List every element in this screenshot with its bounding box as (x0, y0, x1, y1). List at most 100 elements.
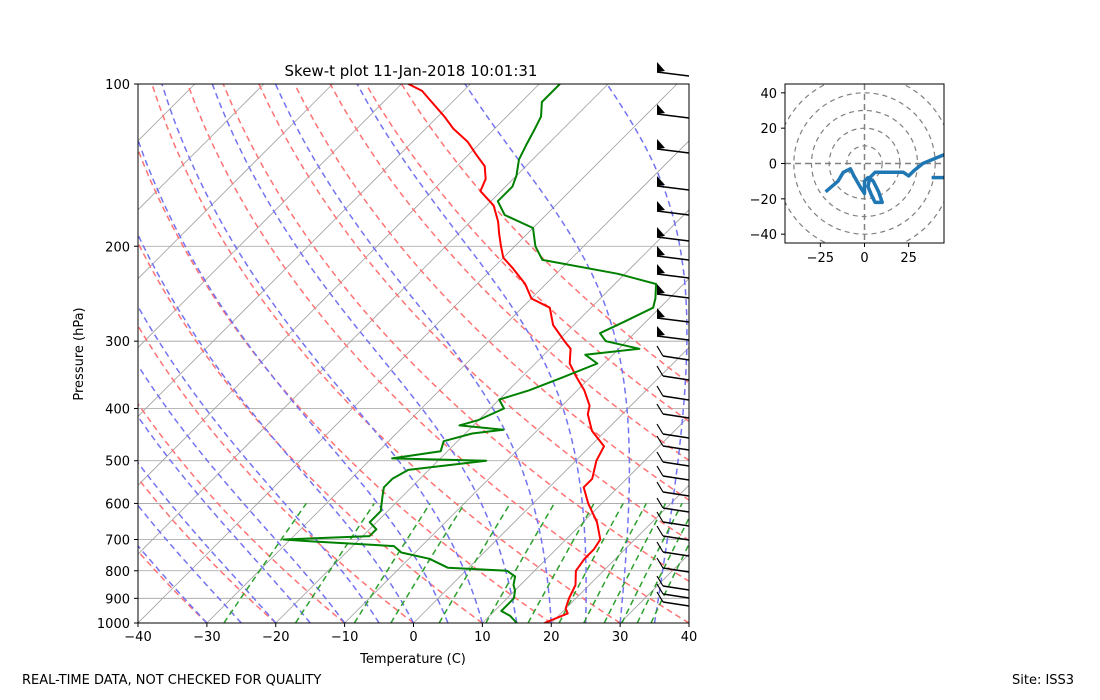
wind-barb (656, 255, 690, 261)
wind-barb-feather (656, 541, 664, 553)
isotherm-line (138, 84, 678, 623)
quality-disclaimer: REAL-TIME DATA, NOT CHECKED FOR QUALITY (22, 673, 322, 688)
wind-barb (656, 71, 690, 77)
isotherm-line (482, 415, 689, 623)
isotherm-line (206, 140, 689, 623)
y-tick-label: 600 (105, 497, 130, 512)
wind-barb (656, 113, 690, 119)
isotherm-line (344, 278, 689, 623)
wind-barb-feather (656, 497, 664, 509)
wind-barb-flag (657, 227, 665, 237)
dry-adiabat-line (138, 147, 552, 623)
x-tick-label: 30 (612, 630, 629, 645)
temperature-profile-line (407, 84, 605, 623)
wind-barb (662, 461, 690, 467)
mixing-ratio-lines (223, 502, 689, 623)
wind-barb (656, 148, 690, 154)
moist-adiabat-line (138, 233, 415, 623)
moist-adiabat-line (138, 137, 449, 623)
mixing-ratio-line (438, 503, 511, 623)
dry-adiabat-line (151, 84, 621, 623)
wind-barb-flag (657, 308, 665, 318)
wind-barb (662, 413, 690, 419)
wind-barb (662, 433, 690, 439)
moist-adiabat-line (138, 461, 277, 623)
moist-adiabat-line (274, 84, 553, 623)
hodograph-y-tick-label: 40 (760, 87, 777, 102)
isotherm-line (275, 209, 689, 623)
wind-barb (662, 355, 690, 361)
isotherm-lines (138, 84, 689, 623)
wind-barb (662, 567, 690, 573)
hodograph-x-tick-label: −25 (807, 251, 834, 266)
wind-barb-flag (657, 246, 665, 256)
wind-barb-feather (656, 511, 664, 523)
wind-barb-feather (656, 435, 664, 447)
moist-adiabat-line (606, 84, 688, 623)
wind-barb-flag (657, 139, 665, 149)
y-tick-label: 300 (105, 335, 130, 350)
site-label: Site: ISS3 (1012, 673, 1075, 688)
mixing-ratio-line (390, 503, 466, 623)
mixing-ratio-line (636, 516, 689, 623)
x-tick-label: −10 (331, 630, 358, 645)
dry-adiabat-line (365, 84, 689, 423)
wind-barb-feather (656, 481, 664, 493)
dry-adiabat-line (293, 84, 689, 502)
moist-adiabat-line (211, 84, 518, 623)
wind-barb (662, 593, 690, 599)
x-tick-label: 20 (543, 630, 560, 645)
isotherm-line (138, 84, 333, 280)
wind-barb-flag (657, 62, 665, 72)
wind-barbs (656, 62, 690, 607)
wind-barb (662, 551, 690, 557)
isotherm-line (138, 84, 196, 142)
wind-barb-flag (657, 201, 665, 211)
dry-adiabat-lines (138, 84, 689, 623)
hodograph-x-tick-label: 25 (900, 251, 917, 266)
dry-adiabat-line (186, 84, 689, 623)
dewpoint-profile-line (282, 84, 658, 623)
x-axis-ticks: −40 −30 −20 −10 0 10 20 30 40 (124, 623, 697, 645)
x-tick-label: −20 (262, 630, 289, 645)
mixing-ratio-line (621, 503, 683, 623)
y-tick-label: 800 (105, 565, 130, 580)
wind-barb (662, 475, 690, 481)
y-axis-ticks: 1000 900 800 700 600 500 400 300 200 100 (97, 78, 138, 632)
moist-adiabat-line (161, 84, 484, 623)
y-tick-label: 900 (105, 592, 130, 607)
wind-barb (662, 601, 690, 607)
hodograph-ticks: −25 0 25 40 20 0 −20 −40 (750, 87, 917, 266)
sounding-series (282, 84, 658, 623)
dry-adiabat-line (138, 241, 483, 623)
x-tick-label: 10 (474, 630, 491, 645)
wind-barb (656, 317, 690, 323)
wind-barb-flag (657, 326, 665, 336)
y-tick-label: 700 (105, 534, 130, 549)
dry-adiabat-line (138, 477, 277, 623)
moist-adiabat-line (138, 504, 242, 623)
isotherm-line (619, 553, 689, 623)
isotherm-line (688, 622, 689, 623)
moist-adiabat-line (138, 415, 311, 623)
isotherm-line (413, 346, 689, 623)
skewt-plot: −40 −30 −20 −10 0 10 20 30 40 1000 900 800 700 600 50… (72, 62, 697, 667)
hodograph-wind-line (824, 153, 944, 205)
wind-barb (662, 375, 690, 381)
moist-adiabat-line (138, 364, 346, 623)
hodograph-y-tick-label: −40 (750, 228, 777, 243)
wind-barb-feather (656, 345, 664, 357)
wind-barb (662, 521, 690, 527)
wind-barb (662, 445, 690, 451)
isotherm-line (138, 84, 402, 349)
wind-barb-flag (657, 176, 665, 186)
hodograph-y-tick-label: 0 (769, 158, 777, 173)
wind-barb-flag (657, 104, 665, 114)
y-tick-label: 1000 (97, 617, 130, 632)
wind-barb-feather (656, 423, 664, 435)
wind-barb-feather (656, 575, 664, 587)
y-axis-label: Pressure (hPa) (72, 307, 87, 400)
hodograph-series (824, 153, 944, 205)
x-tick-label: −40 (124, 630, 151, 645)
